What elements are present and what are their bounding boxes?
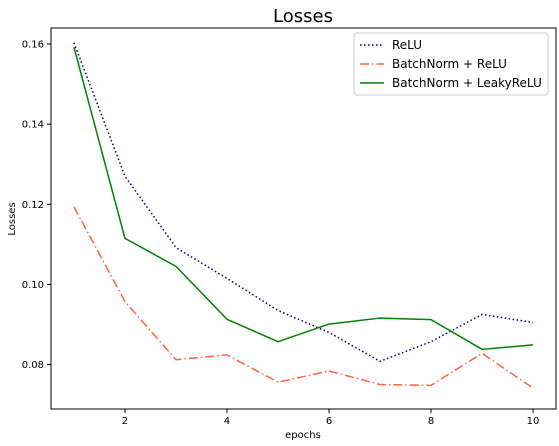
x-tick-label: 2 <box>122 416 128 427</box>
chart-title: Losses <box>273 6 333 27</box>
x-tick-label: 10 <box>527 416 540 427</box>
x-tick-label: 4 <box>224 416 230 427</box>
x-tick-label: 8 <box>428 416 434 427</box>
x-tick-label: 6 <box>326 416 332 427</box>
legend-label-batchnorm-leakyrelu: BatchNorm + LeakyReLU <box>392 76 542 90</box>
series-line-batchnorm-relu <box>73 206 534 389</box>
x-axis-label: epochs <box>285 430 321 441</box>
legend: ReLU BatchNorm + ReLU BatchNorm + LeakyR… <box>353 32 549 96</box>
axes-ticks: 2 4 6 8 10 0.08 0.10 0.12 0.14 0.16 <box>22 40 540 427</box>
y-tick-label: 0.16 <box>22 40 44 51</box>
y-tick-label: 0.14 <box>22 120 44 131</box>
y-tick-label: 0.12 <box>22 200 44 211</box>
legend-label-batchnorm-relu: BatchNorm + ReLU <box>392 57 507 71</box>
legend-box <box>353 32 549 96</box>
legend-label-relu: ReLU <box>392 38 422 52</box>
series-line-batchnorm-leakyrelu <box>73 47 534 351</box>
series-line-relu <box>73 42 534 363</box>
y-axis-label: Losses <box>7 202 18 235</box>
y-tick-label: 0.10 <box>22 280 44 291</box>
y-tick-label: 0.08 <box>22 360 44 371</box>
series-lines <box>73 42 534 389</box>
